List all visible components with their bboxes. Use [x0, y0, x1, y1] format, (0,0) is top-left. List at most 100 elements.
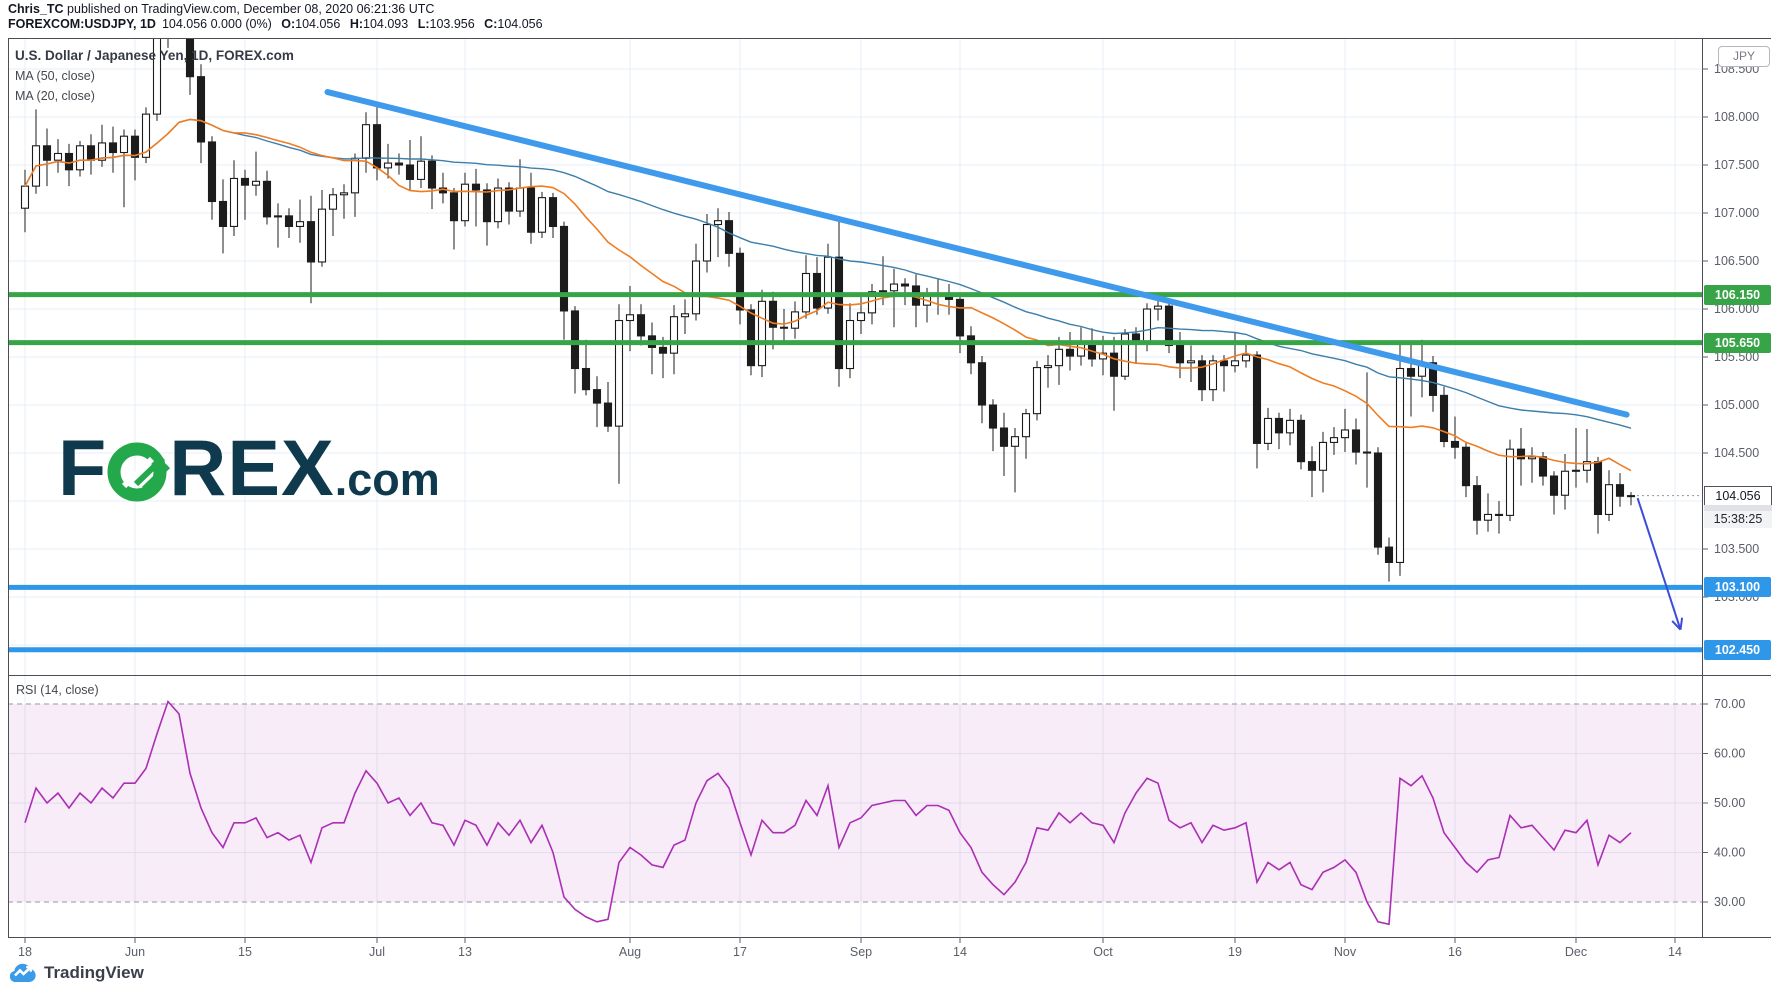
candle-body[interactable] — [1626, 495, 1636, 498]
candle-body[interactable] — [262, 180, 272, 218]
candle-body[interactable] — [680, 313, 690, 318]
candle-body[interactable] — [1560, 470, 1570, 496]
candle-body[interactable] — [471, 183, 481, 191]
candle-body[interactable] — [559, 225, 569, 312]
candle-body[interactable] — [273, 215, 283, 218]
candle-body[interactable] — [416, 160, 426, 180]
candle-body[interactable] — [537, 197, 547, 233]
candle-body[interactable] — [1043, 365, 1053, 369]
candle-body[interactable] — [504, 187, 514, 212]
candle-body[interactable] — [768, 300, 778, 328]
candle-body[interactable] — [97, 142, 107, 161]
candle-body[interactable] — [482, 189, 492, 223]
candle-body[interactable] — [625, 314, 635, 322]
candle-body[interactable] — [1483, 513, 1493, 521]
candle-body[interactable] — [823, 256, 833, 309]
trendline[interactable] — [324, 89, 1630, 418]
candle-body[interactable] — [735, 252, 745, 311]
candle-body[interactable] — [108, 142, 118, 154]
candle-body[interactable] — [152, 38, 162, 115]
candle-body[interactable] — [328, 194, 338, 210]
tradingview-attribution[interactable]: TradingView — [10, 963, 144, 983]
candle-body[interactable] — [966, 335, 976, 364]
candle-body[interactable] — [570, 310, 580, 370]
candle-body[interactable] — [427, 160, 437, 189]
candle-body[interactable] — [1021, 413, 1031, 438]
chart-canvas[interactable]: 108.500108.000107.500107.000106.500106.0… — [8, 38, 1772, 1002]
candle-body[interactable] — [460, 183, 470, 222]
candle-body[interactable] — [42, 145, 52, 161]
candle-body[interactable] — [1054, 348, 1064, 367]
candle-body[interactable] — [1351, 429, 1361, 453]
candle-body[interactable] — [372, 124, 382, 169]
candle-body[interactable] — [218, 200, 228, 227]
candle-body[interactable] — [1516, 448, 1526, 460]
candle-body[interactable] — [988, 404, 998, 429]
candle-body[interactable] — [1230, 360, 1240, 367]
candle-body[interactable] — [449, 192, 459, 222]
candle-body[interactable] — [20, 185, 30, 209]
candle-body[interactable] — [526, 187, 536, 233]
candle-body[interactable] — [1340, 429, 1350, 439]
candle-body[interactable] — [1494, 513, 1504, 516]
candle-body[interactable] — [812, 272, 822, 309]
candle-body[interactable] — [240, 177, 250, 186]
candle-body[interactable] — [306, 221, 316, 263]
candle-body[interactable] — [515, 187, 525, 212]
candle-body[interactable] — [141, 113, 151, 158]
candle-body[interactable] — [1241, 354, 1251, 362]
candle-body[interactable] — [394, 162, 404, 166]
candle-body[interactable] — [1461, 446, 1471, 487]
candle-body[interactable] — [1538, 456, 1548, 477]
candle-body[interactable] — [1395, 367, 1405, 563]
candle-body[interactable] — [1010, 436, 1020, 447]
candle-body[interactable] — [1197, 360, 1207, 391]
candle-body[interactable] — [1274, 417, 1284, 434]
candle-body[interactable] — [614, 319, 624, 427]
candle-body[interactable] — [207, 141, 217, 203]
candle-body[interactable] — [955, 298, 965, 337]
candle-body[interactable] — [691, 260, 701, 315]
rsi-panel-label[interactable]: RSI (14, close) — [16, 683, 99, 697]
candle-body[interactable] — [757, 300, 767, 367]
candle-body[interactable] — [1065, 348, 1075, 357]
candle-body[interactable] — [1615, 484, 1625, 497]
candle-body[interactable] — [1120, 333, 1130, 377]
candle-body[interactable] — [119, 135, 129, 154]
candle-body[interactable] — [1307, 461, 1317, 471]
candle-body[interactable] — [1472, 485, 1482, 521]
candle-body[interactable] — [856, 312, 866, 322]
candle-body[interactable] — [1263, 417, 1273, 444]
candle-body[interactable] — [361, 124, 371, 159]
candle-body[interactable] — [1329, 437, 1339, 443]
candle-body[interactable] — [493, 187, 503, 223]
candle-body[interactable] — [75, 145, 85, 171]
candle-body[interactable] — [977, 362, 987, 406]
candle-body[interactable] — [1406, 367, 1416, 377]
candle-body[interactable] — [229, 177, 239, 227]
legend-ma20[interactable]: MA (20, close) — [15, 89, 95, 103]
candle-body[interactable] — [1549, 475, 1559, 496]
candle-body[interactable] — [1219, 360, 1229, 367]
candle-body[interactable] — [1505, 448, 1515, 516]
candle-body[interactable] — [1450, 440, 1460, 448]
candle-body[interactable] — [1604, 484, 1614, 515]
rsi-line[interactable] — [24, 699, 1632, 926]
candle-body[interactable] — [834, 256, 844, 370]
candle-body[interactable] — [1571, 469, 1581, 472]
candle-body[interactable] — [1252, 354, 1262, 444]
candle-body[interactable] — [548, 197, 558, 227]
candle-body[interactable] — [999, 427, 1009, 447]
candle-body[interactable] — [350, 157, 360, 194]
candle-body[interactable] — [1164, 305, 1174, 347]
candle-body[interactable] — [713, 220, 723, 226]
candle-body[interactable] — [1153, 305, 1163, 310]
legend-symbol-title[interactable]: U.S. Dollar / Japanese Yen, 1D, FOREX.co… — [15, 48, 294, 63]
candle-body[interactable] — [658, 346, 668, 354]
candle-body[interactable] — [1318, 441, 1328, 471]
candle-body[interactable] — [1186, 360, 1196, 364]
candle-body[interactable] — [889, 283, 899, 292]
legend-ma50[interactable]: MA (50, close) — [15, 69, 95, 83]
candle-body[interactable] — [1362, 451, 1372, 454]
candle-body[interactable] — [196, 76, 206, 143]
